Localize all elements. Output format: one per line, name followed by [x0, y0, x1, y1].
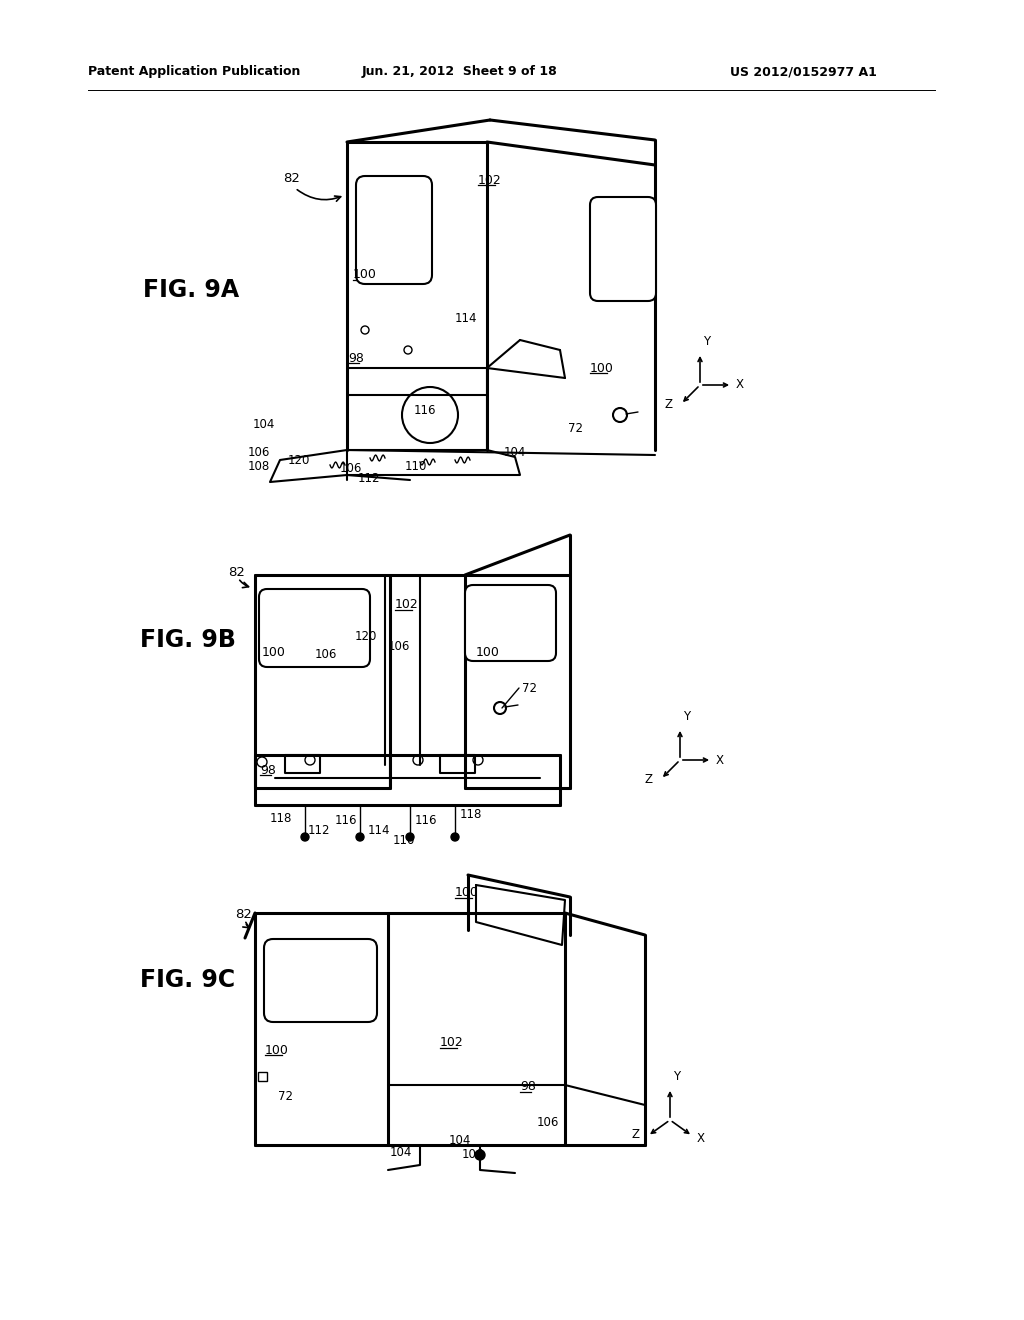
Text: 100: 100 [262, 645, 286, 659]
Circle shape [475, 1150, 485, 1160]
Text: 100: 100 [476, 645, 500, 659]
Text: 104: 104 [504, 446, 526, 458]
FancyBboxPatch shape [264, 939, 377, 1022]
Text: 118: 118 [270, 812, 293, 825]
Text: 72: 72 [522, 681, 537, 694]
Text: 106: 106 [340, 462, 362, 474]
Text: 108: 108 [248, 459, 270, 473]
Text: 82: 82 [283, 172, 300, 185]
Text: 100: 100 [590, 362, 613, 375]
Text: 102: 102 [478, 173, 502, 186]
Bar [258, 1072, 267, 1081]
FancyBboxPatch shape [356, 176, 432, 284]
Text: Z: Z [632, 1129, 640, 1140]
Text: FIG. 9B: FIG. 9B [140, 628, 236, 652]
Text: US 2012/0152977 A1: US 2012/0152977 A1 [730, 66, 877, 78]
Text: 110: 110 [406, 459, 427, 473]
Circle shape [356, 833, 364, 841]
Text: Jun. 21, 2012  Sheet 9 of 18: Jun. 21, 2012 Sheet 9 of 18 [362, 66, 558, 78]
Text: Z: Z [645, 774, 653, 787]
Text: 98: 98 [260, 763, 275, 776]
Text: Patent Application Publication: Patent Application Publication [88, 66, 300, 78]
Text: 116: 116 [335, 813, 357, 826]
Text: 100: 100 [455, 887, 479, 899]
Text: Y: Y [703, 335, 710, 348]
Text: 98: 98 [520, 1081, 536, 1093]
Text: 72: 72 [568, 421, 583, 434]
Text: X: X [736, 379, 744, 392]
Text: 106: 106 [462, 1148, 484, 1162]
Text: X: X [716, 754, 724, 767]
Text: 120: 120 [288, 454, 310, 466]
Text: X: X [696, 1131, 705, 1144]
FancyBboxPatch shape [590, 197, 656, 301]
Text: 106: 106 [537, 1117, 559, 1130]
Text: 116: 116 [414, 404, 436, 417]
Circle shape [406, 833, 414, 841]
Circle shape [451, 833, 459, 841]
Circle shape [301, 833, 309, 841]
Text: 104: 104 [390, 1147, 413, 1159]
Text: 120: 120 [355, 631, 378, 644]
Text: 102: 102 [395, 598, 419, 611]
Text: 72: 72 [278, 1090, 293, 1104]
Text: 110: 110 [393, 833, 416, 846]
Text: Y: Y [683, 710, 690, 723]
FancyBboxPatch shape [465, 585, 556, 661]
Text: 102: 102 [440, 1036, 464, 1049]
Text: 112: 112 [308, 824, 331, 837]
FancyBboxPatch shape [259, 589, 370, 667]
Text: 106: 106 [248, 446, 270, 458]
Text: FIG. 9A: FIG. 9A [143, 279, 240, 302]
Text: FIG. 9C: FIG. 9C [140, 968, 236, 993]
Text: Z: Z [665, 399, 673, 412]
Text: 104: 104 [253, 418, 275, 432]
Text: 82: 82 [228, 565, 245, 578]
Text: 98: 98 [348, 351, 364, 364]
Text: 112: 112 [358, 471, 381, 484]
Text: 116: 116 [415, 813, 437, 826]
Text: 104: 104 [449, 1134, 471, 1147]
Text: 114: 114 [368, 824, 390, 837]
Text: 106: 106 [388, 640, 411, 653]
Text: 118: 118 [460, 808, 482, 821]
Text: 100: 100 [265, 1044, 289, 1056]
Text: Y: Y [673, 1071, 680, 1082]
Text: 82: 82 [234, 908, 252, 921]
Text: 114: 114 [455, 312, 477, 325]
Text: 100: 100 [353, 268, 377, 281]
Text: 106: 106 [315, 648, 337, 661]
